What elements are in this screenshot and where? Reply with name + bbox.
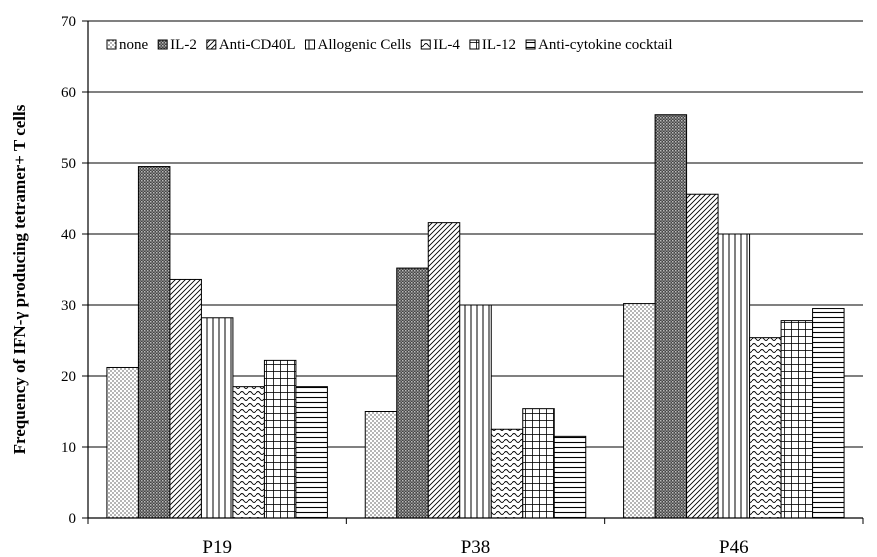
y-tick-label: 0 — [69, 511, 77, 527]
bar-p38-il-12 — [522, 408, 555, 519]
bar-p46-il-2 — [654, 114, 688, 519]
legend-swatch — [206, 39, 217, 50]
bars — [106, 114, 845, 519]
legend-label: none — [119, 37, 149, 53]
y-tick-label: 30 — [61, 298, 76, 314]
x-tick-label: P38 — [461, 537, 491, 557]
y-tick-label: 40 — [61, 227, 76, 243]
legend-swatch — [525, 39, 536, 50]
legend-swatch — [157, 39, 168, 50]
bar-p38-il-4 — [490, 428, 524, 519]
bar-p38-anti-cd40l — [427, 222, 461, 519]
bar-p19-il-12 — [263, 359, 297, 519]
bar-p38-il-2 — [396, 267, 429, 519]
y-tick-label: 50 — [61, 156, 76, 172]
bar-p46-anti-cytokine-cocktail — [812, 308, 845, 519]
x-tick-label: P46 — [719, 537, 749, 557]
bar-p38-none — [364, 411, 398, 519]
legend-label: Anti-cytokine cocktail — [538, 37, 673, 53]
legend-label: Allogenic Cells — [318, 37, 412, 53]
y-tick-label: 20 — [61, 369, 76, 385]
legend-swatch — [106, 39, 117, 50]
bar-p46-none — [623, 303, 656, 519]
bar-p46-anti-cd40l — [686, 193, 719, 519]
y-tick-label: 60 — [61, 85, 76, 101]
bar-p38-allogenic-cells — [459, 304, 492, 519]
bar-p46-allogenic-cells — [717, 233, 751, 519]
bar-p19-none — [106, 366, 139, 519]
bar-p38-anti-cytokine-cocktail — [553, 435, 587, 519]
bar-p19-il-2 — [137, 166, 171, 519]
x-tick-label: P19 — [202, 537, 232, 557]
legend-label: IL-12 — [482, 37, 516, 53]
legend-swatch — [469, 39, 480, 50]
axes: 0 10 20 30 40 50 60 70 P19 P38 P46 — [61, 14, 864, 557]
legend-label: IL-4 — [433, 37, 460, 53]
bar-p19-il-4 — [232, 386, 265, 519]
bar-p19-anti-cd40l — [169, 278, 202, 519]
legend-swatch — [420, 39, 431, 50]
legend-label: IL-2 — [170, 37, 197, 53]
y-axis-title: Frequency of IFN-γ producing tetramer+ T… — [10, 104, 29, 454]
bar-p19-allogenic-cells — [200, 317, 234, 519]
legend-swatch — [305, 39, 315, 50]
y-tick-label: 70 — [61, 14, 76, 30]
y-tick-label: 10 — [61, 440, 76, 456]
legend: none IL-2 Anti-CD40L Allogenic Cells IL-4 IL-… — [106, 37, 673, 53]
bar-p46-il-4 — [749, 337, 782, 519]
legend-label: Anti-CD40L — [219, 37, 296, 53]
bar-p46-il-12 — [780, 320, 814, 519]
bar-p19-anti-cytokine-cocktail — [295, 386, 328, 519]
